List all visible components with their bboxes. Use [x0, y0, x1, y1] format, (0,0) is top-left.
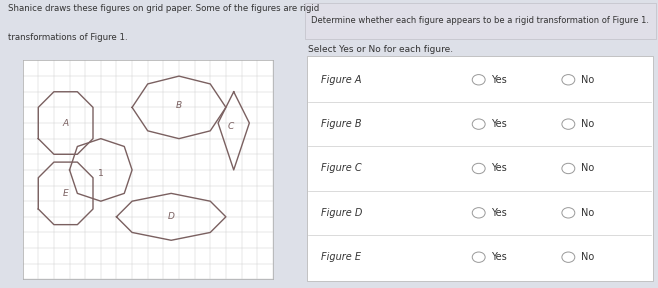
Text: No: No [581, 75, 594, 85]
Text: Yes: Yes [492, 164, 507, 173]
Text: Figure A: Figure A [321, 75, 361, 85]
Text: Yes: Yes [492, 119, 507, 129]
Text: A: A [63, 119, 68, 128]
Text: transformations of Figure 1.: transformations of Figure 1. [8, 33, 128, 42]
Text: Figure E: Figure E [321, 252, 361, 262]
Text: No: No [581, 252, 594, 262]
Text: No: No [581, 208, 594, 218]
Text: Select Yes or No for each figure.: Select Yes or No for each figure. [309, 45, 453, 54]
Text: No: No [581, 164, 594, 173]
Text: Figure C: Figure C [321, 164, 361, 173]
Text: Yes: Yes [492, 208, 507, 218]
Text: C: C [228, 122, 234, 131]
Text: Shanice draws these figures on grid paper. Some of the figures are rigid: Shanice draws these figures on grid pape… [8, 4, 319, 13]
Text: Figure B: Figure B [321, 119, 361, 129]
Text: B: B [176, 101, 182, 110]
Text: Yes: Yes [492, 75, 507, 85]
Text: Determine whether each figure appears to be a rigid transformation of Figure 1.: Determine whether each figure appears to… [311, 16, 649, 25]
FancyBboxPatch shape [305, 3, 656, 39]
FancyBboxPatch shape [307, 56, 653, 281]
Text: 1: 1 [98, 168, 104, 177]
Text: Yes: Yes [492, 252, 507, 262]
Text: No: No [581, 119, 594, 129]
Text: Figure D: Figure D [321, 208, 363, 218]
Text: D: D [168, 212, 174, 221]
Text: E: E [63, 189, 68, 198]
